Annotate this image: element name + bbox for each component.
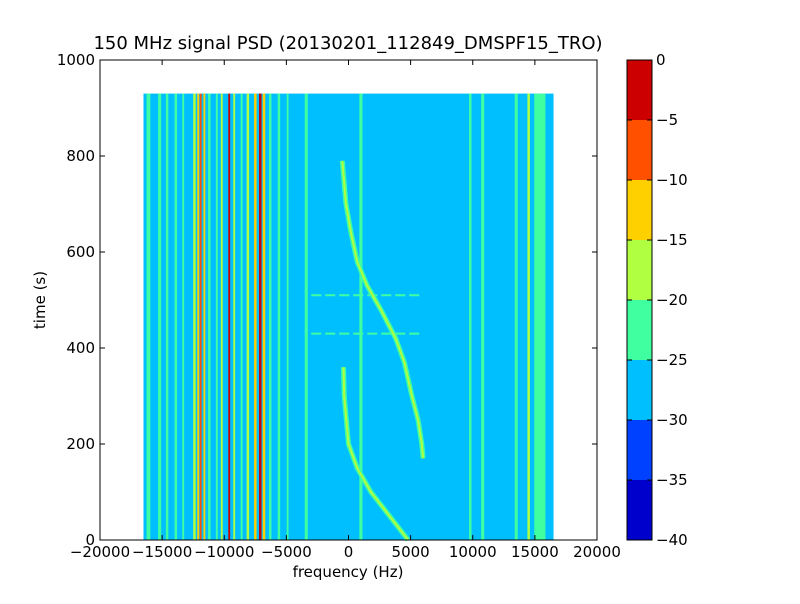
x-tick-label: 0 [344, 543, 354, 561]
x-tick-label: −20000 [70, 543, 130, 561]
colorbar-segment [627, 420, 652, 480]
psd-vertical-line [359, 93, 363, 540]
psd-vertical-line [220, 93, 223, 540]
psd-vertical-line [262, 93, 266, 540]
psd-vertical-line [286, 93, 289, 540]
colorbar-tick-label: −30 [656, 411, 688, 429]
colorbar-segment [627, 120, 652, 180]
psd-vertical-line [182, 93, 185, 540]
psd-vertical-line [158, 93, 162, 540]
colorbar-tick-label: −15 [656, 231, 688, 249]
x-tick-label: −5000 [261, 543, 312, 561]
y-tick-label: 1000 [57, 51, 95, 69]
colorbar: 0 −5 −10 −15 −20 −25 −30 −35 −40 [626, 51, 688, 549]
plot-area: −20000 −15000 −10000 −5000 0 5000 10000 15000 20… [57, 51, 621, 561]
psd-background [143, 93, 554, 540]
psd-vertical-line [277, 93, 281, 540]
colorbar-segment [627, 240, 652, 300]
x-tick-label: −15000 [132, 543, 192, 561]
colorbar-tick-label: 0 [656, 51, 666, 69]
psd-vertical-line [246, 93, 250, 540]
colorbar-tick-label: −35 [656, 471, 688, 489]
psd-vertical-line [254, 93, 257, 540]
x-axis-label: frequency (Hz) [293, 563, 404, 581]
psd-vertical-line [215, 93, 218, 540]
y-tick-label: 0 [85, 531, 95, 549]
y-axis-label: time (s) [31, 271, 49, 329]
psd-vertical-line [527, 93, 530, 540]
psd-vertical-line [199, 93, 202, 540]
x-tick-label: 15000 [511, 543, 559, 561]
psd-vertical-line [481, 93, 485, 540]
colorbar-segment [627, 300, 652, 360]
colorbar-segment [627, 180, 652, 240]
psd-vertical-line [165, 93, 169, 540]
doppler-sweep [341, 160, 425, 459]
x-tick-label: −10000 [194, 543, 254, 561]
x-tick-label: 10000 [449, 543, 497, 561]
psd-vertical-line [193, 93, 196, 540]
colorbar-segment [627, 360, 652, 420]
y-tick-label: 200 [66, 435, 95, 453]
psd-vertical-line [304, 93, 308, 540]
colorbar-segment [627, 480, 652, 540]
colorbar-tick-label: −40 [656, 531, 688, 549]
psd-vertical-line [197, 93, 200, 540]
doppler-sweep [342, 367, 409, 541]
psd-vertical-line [228, 93, 231, 540]
y-tick-label: 800 [66, 147, 95, 165]
psd-vertical-line [534, 93, 546, 540]
colorbar-segment [627, 60, 652, 120]
psd-vertical-line [514, 93, 518, 540]
x-tick-label: 5000 [392, 543, 430, 561]
colorbar-tick-label: −25 [656, 351, 688, 369]
x-tick-label: 20000 [573, 543, 621, 561]
colorbar-tick-label: −20 [656, 291, 688, 309]
y-tick-label: 400 [66, 339, 95, 357]
colorbar-tick-label: −10 [656, 171, 688, 189]
psd-vertical-line [146, 93, 151, 540]
colorbar-tick-label: −5 [656, 111, 678, 129]
psd-vertical-line [203, 93, 206, 540]
psd-vertical-line [268, 93, 272, 540]
psd-vertical-line [174, 93, 178, 540]
psd-vertical-line [240, 93, 243, 540]
psd-vertical-line [469, 93, 472, 540]
psd-vertical-line [208, 93, 211, 540]
psd-vertical-line [259, 93, 262, 540]
chart-title: 150 MHz signal PSD (20130201_112849_DMSP… [93, 33, 602, 54]
psd-vertical-line [233, 93, 236, 540]
y-tick-label: 600 [66, 243, 95, 261]
